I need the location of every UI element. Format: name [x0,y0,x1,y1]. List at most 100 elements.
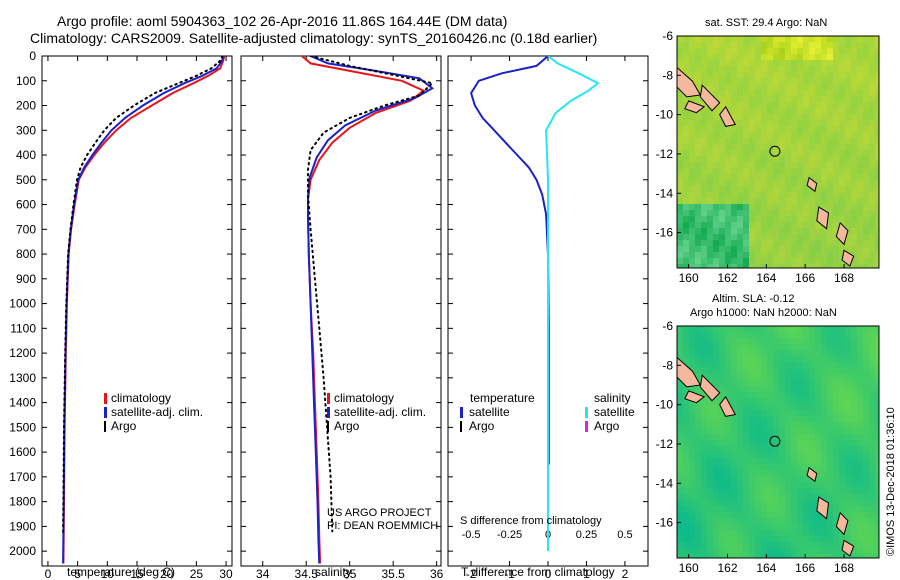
map-cell [683,326,690,333]
map-cell [677,452,684,459]
map-cell [725,518,732,525]
map-cell [683,66,690,73]
map-cell [689,144,696,151]
map-cell [869,536,876,543]
map-cell [845,506,852,513]
map-cell [725,258,732,265]
map-cell [755,434,762,441]
depth-tick-label: 1300 [9,371,36,385]
map-cell [833,162,840,169]
map-cell [737,386,744,393]
map-cell [749,156,756,163]
map-cell [833,512,840,519]
map-cell [845,234,852,241]
credit-text: ©IMOS 13-Dec-2018 01:36:10 [885,407,897,556]
map-cell [857,150,864,157]
map-cell [875,174,879,181]
map-cell [755,198,762,205]
map-cell [803,198,810,205]
map-cell [743,156,750,163]
map-cell [785,380,792,387]
map-cell [737,180,744,187]
map-cell [833,524,840,531]
map-y-tick-label: -6 [662,29,673,43]
x-tick-label: -1 [504,567,515,580]
map-cell [761,216,768,223]
map-cell [869,488,876,495]
map-cell [767,258,774,265]
map-cell [725,48,732,55]
map-cell [797,542,804,549]
map-y-tick-label: -14 [656,476,674,490]
map-cell [875,542,879,549]
map-cell [731,156,738,163]
map-cell [743,228,750,235]
depth-tick-label: 0 [29,49,36,63]
map-cell [731,542,738,549]
map-cell [713,54,720,61]
map-cell [815,350,822,357]
map-cell [797,494,804,501]
map-cell [857,264,864,268]
map-cell [845,368,852,375]
map-cell [851,374,858,381]
map-cell [695,168,702,175]
map-cell [719,542,726,549]
map-cell [785,512,792,519]
series-line-climatology [301,56,426,564]
map-cell [743,96,750,103]
map-frame [676,325,880,559]
map-cell [749,78,756,85]
map-cell [683,416,690,423]
map-cell [731,434,738,441]
map-cell [833,204,840,211]
map-cell [797,120,804,127]
map-cell [779,192,786,199]
map-cell [821,374,828,381]
legend-swatch-temp-argo [460,421,462,432]
map-cell [737,548,744,555]
map-cell [845,66,852,73]
map-cell [857,204,864,211]
map-cell [797,126,804,133]
map-cell [833,54,840,61]
depth-tick-label: 1400 [9,396,36,410]
map-cell [779,350,786,357]
map-cell [839,42,846,49]
map-cell [701,506,708,513]
map-cell [839,174,846,181]
map-cell [761,374,768,381]
map-cell [803,524,810,531]
map-cell [701,362,708,369]
map-cell [755,234,762,241]
map-cell [719,60,726,67]
map-cell [683,452,690,459]
map-cell [731,240,738,247]
map-cell [809,60,816,67]
map-cell [869,108,876,115]
map-cell [833,326,840,333]
map-cell [683,258,690,265]
map-cell [869,344,876,351]
map-cell [749,356,756,363]
map-cell [689,234,696,241]
map-cell [839,470,846,477]
map-x-tick-label: 168 [834,561,854,575]
map-cell [821,252,828,259]
map-cell [725,192,732,199]
map-cell [803,368,810,375]
map-cell [743,114,750,121]
map-cell [851,240,858,247]
map-cell [725,452,732,459]
map-cell [749,42,756,49]
map-cell [815,464,822,471]
map-cell [731,126,738,133]
map-cell [761,210,768,217]
map-cell [821,464,828,471]
map-cell [851,554,858,558]
map-cell [737,392,744,399]
map-cell [857,210,864,217]
map-cell [737,210,744,217]
map-cell [797,416,804,423]
map-cell [743,186,750,193]
